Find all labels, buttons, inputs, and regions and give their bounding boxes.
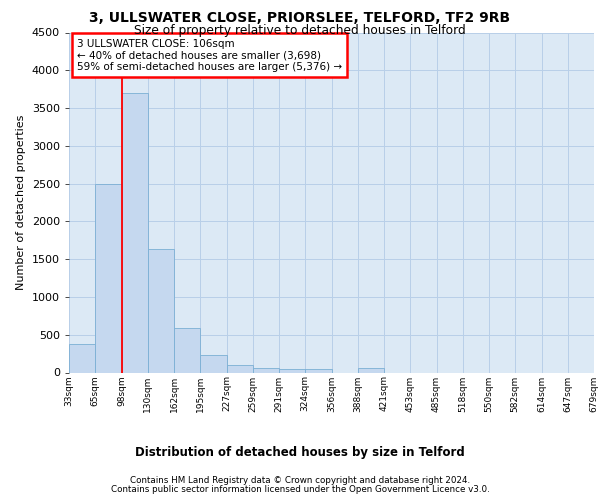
- Bar: [174, 328, 200, 372]
- Bar: [305, 370, 331, 372]
- Y-axis label: Number of detached properties: Number of detached properties: [16, 115, 26, 290]
- Bar: [95, 184, 121, 372]
- Text: 3 ULLSWATER CLOSE: 106sqm
← 40% of detached houses are smaller (3,698)
59% of se: 3 ULLSWATER CLOSE: 106sqm ← 40% of detac…: [77, 38, 342, 72]
- Bar: [121, 93, 148, 372]
- Bar: [69, 344, 95, 372]
- Bar: [279, 370, 305, 372]
- Text: Contains HM Land Registry data © Crown copyright and database right 2024.: Contains HM Land Registry data © Crown c…: [130, 476, 470, 485]
- Text: Size of property relative to detached houses in Telford: Size of property relative to detached ho…: [134, 24, 466, 37]
- Bar: [148, 250, 174, 372]
- Text: 3, ULLSWATER CLOSE, PRIORSLEE, TELFORD, TF2 9RB: 3, ULLSWATER CLOSE, PRIORSLEE, TELFORD, …: [89, 12, 511, 26]
- Text: Contains public sector information licensed under the Open Government Licence v3: Contains public sector information licen…: [110, 484, 490, 494]
- Bar: [227, 364, 253, 372]
- Bar: [200, 355, 227, 372]
- Bar: [253, 368, 279, 372]
- Bar: [358, 368, 384, 372]
- Text: Distribution of detached houses by size in Telford: Distribution of detached houses by size …: [135, 446, 465, 459]
